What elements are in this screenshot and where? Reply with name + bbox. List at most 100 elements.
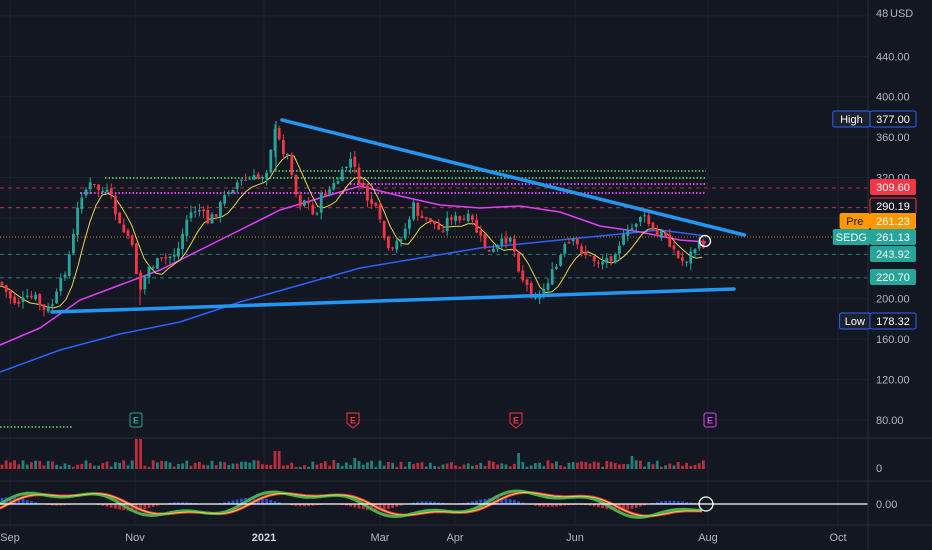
candle-body (416, 202, 420, 216)
volume-bar (67, 465, 71, 469)
candle-body (46, 306, 50, 312)
volume-bar (252, 460, 256, 469)
macd-histogram-bar (59, 504, 63, 506)
macd-histogram-bar (685, 502, 688, 504)
candlestick-series (0, 121, 705, 317)
volume-bar (571, 462, 575, 469)
volume-bar (370, 460, 373, 469)
volume-bar (231, 463, 235, 469)
volume-bar (46, 461, 50, 469)
lower-trendline (50, 287, 736, 314)
volume-bar (408, 461, 411, 469)
candle-body (223, 194, 226, 204)
volume-bar (559, 465, 562, 469)
volume-bar (588, 463, 592, 469)
earnings-marker[interactable]: E (703, 412, 717, 428)
volume-bar (160, 460, 163, 469)
candle-body (9, 291, 12, 299)
macd-histogram-bar (370, 504, 373, 511)
volume-bar (101, 463, 105, 469)
volume-bar (668, 463, 672, 469)
candle-body (584, 251, 588, 256)
candle-body (525, 279, 529, 286)
macd-histogram-bar (147, 504, 151, 509)
volume-bar (601, 466, 604, 469)
candle-body (424, 217, 428, 219)
price-tag-prefix: SEDG (836, 232, 867, 244)
candle-body (403, 228, 407, 239)
candle-body (189, 212, 193, 218)
earnings-marker[interactable]: E (129, 412, 143, 428)
candle-body (395, 240, 399, 250)
volume-bar (189, 465, 193, 469)
volume-bar (538, 462, 541, 469)
candle-body (168, 256, 172, 258)
candle-body (517, 253, 520, 272)
price-tick-label: 120.00 (876, 375, 910, 387)
price-tag-box (870, 213, 916, 229)
volume-bar (76, 464, 79, 469)
macd-histogram-bar (307, 504, 310, 507)
price-tick-label: 360.00 (876, 132, 910, 144)
macd-histogram-bar (261, 498, 264, 504)
candle-body (634, 223, 638, 227)
candle-body (105, 189, 109, 193)
volume-bar (567, 462, 571, 469)
price-tag-value: 243.92 (876, 249, 910, 261)
candle-body (88, 182, 92, 190)
macd-histogram-bar (630, 504, 634, 509)
candle-body (655, 229, 659, 237)
candle-body (676, 250, 680, 258)
volume-bar (613, 463, 617, 469)
volume-bar (487, 460, 491, 469)
candle-body (378, 204, 382, 220)
volume-bar (51, 461, 54, 469)
earnings-marker[interactable]: E (509, 412, 523, 429)
time-axis-label: Sep (0, 532, 20, 544)
volume-bar (277, 451, 281, 469)
macd-histogram-bar (391, 504, 394, 508)
volume-bar (109, 466, 113, 469)
macd-histogram-bar (21, 498, 25, 504)
candle-body (193, 211, 197, 213)
volume-bar (462, 464, 466, 469)
candle-body (647, 215, 651, 225)
candle-body (122, 224, 126, 233)
candle-body (441, 230, 445, 232)
candle-body (202, 209, 205, 212)
earnings-marker-shape (703, 412, 717, 428)
volume-bar (387, 461, 390, 469)
currency-label[interactable]: USD (890, 8, 913, 20)
volume-bar (702, 460, 705, 469)
candle-body (101, 190, 105, 192)
candle-body (55, 291, 58, 304)
macd-histogram-bar (546, 504, 550, 507)
time-axis[interactable]: Sep Nov 2021 Mar Apr Jun Aug Oct (0, 532, 846, 544)
macd-histogram-bar (109, 504, 113, 508)
macd-histogram-bar (626, 504, 630, 510)
candle-body (25, 295, 29, 298)
candle-body (256, 174, 260, 179)
macd-histogram-bar (597, 504, 600, 508)
candle-body (559, 255, 562, 266)
candle-body (458, 216, 462, 221)
candle-body (693, 249, 697, 254)
macd-anchor-handle (698, 496, 714, 512)
volume-bar (97, 465, 100, 469)
currency-text[interactable]: USD (890, 8, 913, 20)
volume-bar (450, 462, 453, 469)
candle-body (109, 188, 113, 195)
volume-bar (256, 460, 260, 469)
trendlines[interactable] (50, 118, 747, 314)
earnings-marker[interactable]: E (346, 412, 360, 429)
volume-bar (13, 460, 16, 469)
price-tag-box (869, 312, 917, 330)
volume-bar (93, 465, 96, 469)
volume-pane (0, 439, 705, 469)
macd-histogram-bar (601, 504, 604, 509)
macd-histogram-bar (273, 501, 277, 504)
volume-bar (244, 461, 247, 469)
candle-body (504, 237, 508, 244)
